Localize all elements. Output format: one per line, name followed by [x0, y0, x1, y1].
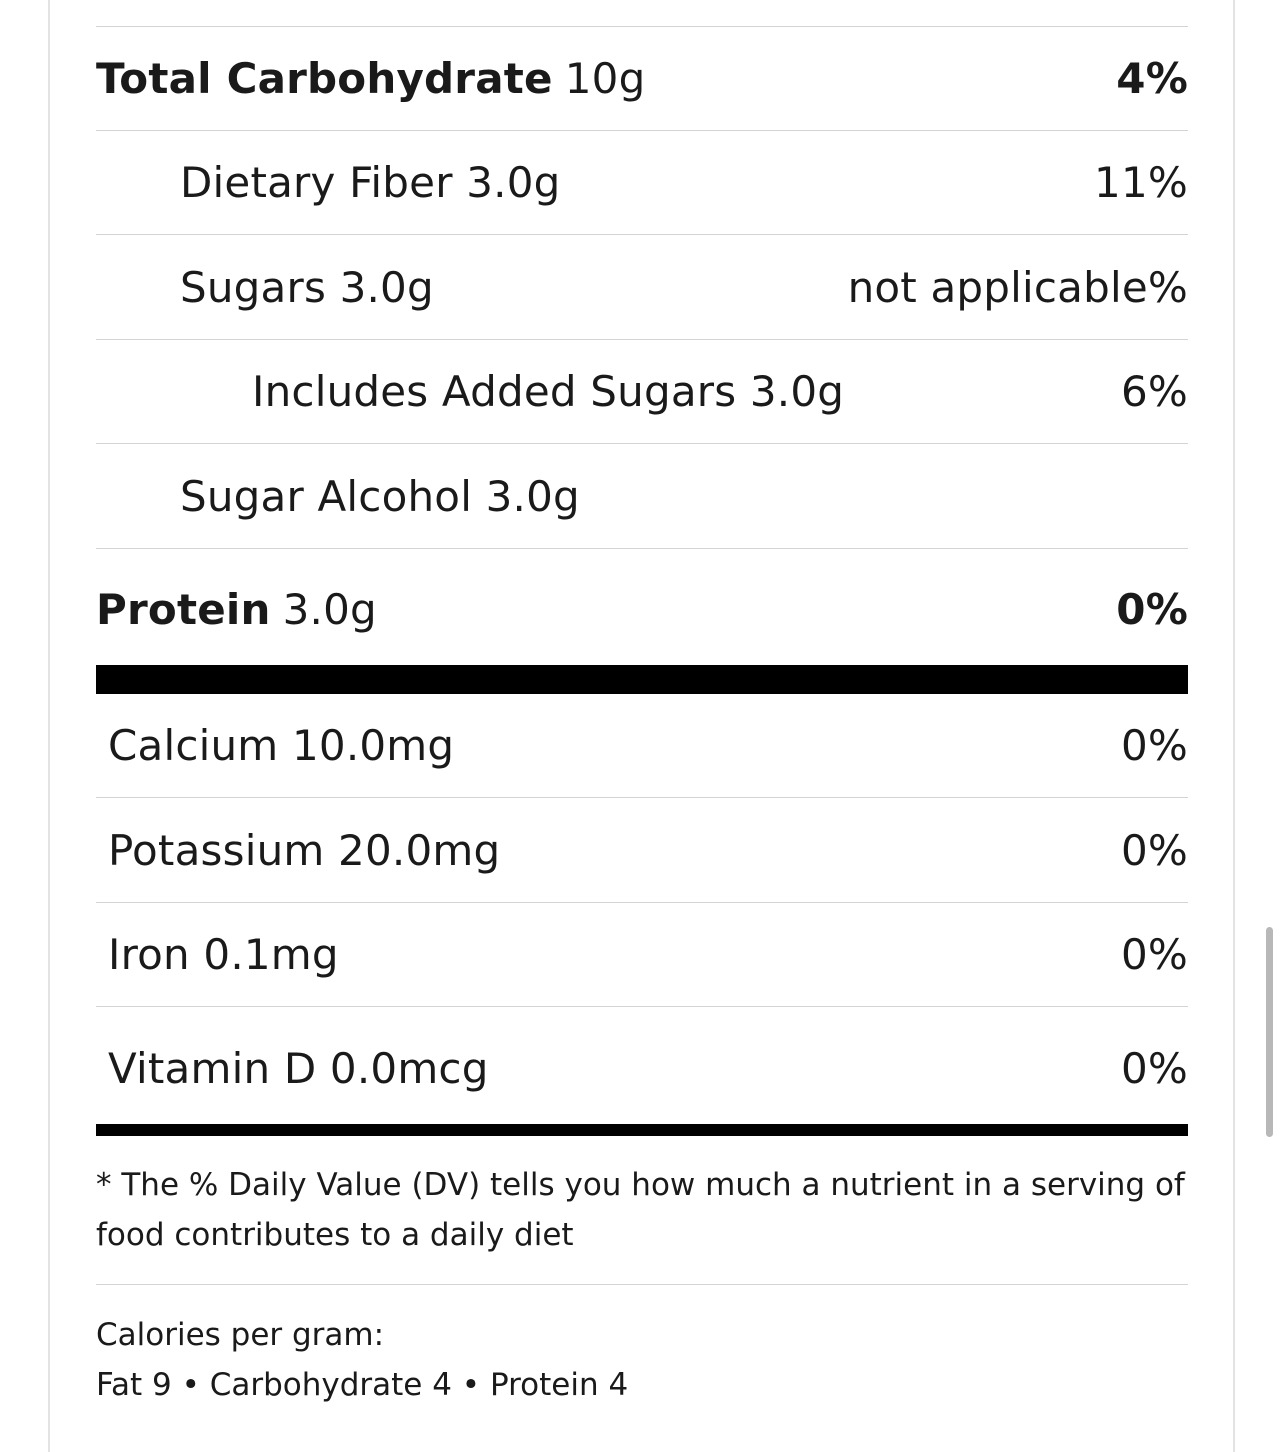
- nutrient-row-sugars: Sugars 3.0g not applicable%: [96, 236, 1188, 340]
- nutrient-name: Protein: [96, 584, 271, 634]
- thick-divider: [96, 665, 1188, 694]
- daily-value-percent: 4%: [1116, 54, 1188, 103]
- nutrient-row-dietary-fiber: Dietary Fiber 3.0g 11%: [96, 131, 1188, 235]
- daily-value-percent: 0%: [1120, 826, 1188, 875]
- scrollbar-thumb[interactable]: [1266, 927, 1273, 1137]
- nutrient-amount: 10g: [564, 54, 646, 103]
- nutrient-row-total-carbohydrate: Total Carbohydrate 10g 4%: [96, 27, 1188, 131]
- nutrient-row-protein: Protein 3.0g 0%: [96, 557, 1188, 661]
- daily-value-percent: 6%: [1120, 367, 1188, 416]
- vitamin-name: Iron 0.1mg: [108, 930, 339, 979]
- divider: [96, 26, 1188, 27]
- daily-value-footnote: * The % Daily Value (DV) tells you how m…: [96, 1167, 1185, 1253]
- panel-border-left: [48, 0, 50, 1452]
- calories-per-gram: Calories per gram: Fat 9 • Carbohydrate …: [96, 1310, 1188, 1410]
- nutrient-row-sugar-alcohol: Sugar Alcohol 3.0g: [96, 445, 1188, 549]
- daily-value-percent: 0%: [1116, 584, 1188, 634]
- divider: [96, 1284, 1188, 1285]
- nutrient-name: Includes Added Sugars 3.0g: [252, 367, 845, 416]
- medium-divider: [96, 1124, 1188, 1136]
- daily-value-percent: 0%: [1120, 721, 1188, 770]
- vitamin-name: Potassium 20.0mg: [108, 826, 501, 875]
- vitamin-row-iron: Iron 0.1mg 0%: [96, 903, 1188, 1007]
- nutrient-name: Dietary Fiber 3.0g: [180, 158, 561, 207]
- vitamin-row-calcium: Calcium 10.0mg 0%: [96, 694, 1188, 798]
- daily-value-percent: 0%: [1120, 1043, 1188, 1093]
- vitamin-name: Calcium 10.0mg: [108, 721, 455, 770]
- nutrient-row-added-sugars: Includes Added Sugars 3.0g 6%: [96, 340, 1188, 444]
- nutrient-amount: 3.0g: [282, 584, 377, 634]
- nutrient-name: Sugar Alcohol 3.0g: [180, 472, 580, 521]
- panel-border-right: [1233, 0, 1235, 1452]
- daily-value-percent: 0%: [1120, 930, 1188, 979]
- calories-per-gram-values: Fat 9 • Carbohydrate 4 • Protein 4: [96, 1367, 629, 1403]
- vitamin-row-vitamin-d: Vitamin D 0.0mcg 0%: [96, 1016, 1188, 1120]
- daily-value-percent: not applicable%: [847, 263, 1188, 312]
- nutrient-name: Sugars 3.0g: [180, 263, 434, 312]
- daily-value-percent: 11%: [1094, 158, 1188, 207]
- vitamin-name: Vitamin D 0.0mcg: [108, 1043, 489, 1093]
- calories-per-gram-heading: Calories per gram:: [96, 1317, 385, 1353]
- vitamin-row-potassium: Potassium 20.0mg 0%: [96, 799, 1188, 903]
- nutrient-name: Total Carbohydrate: [96, 54, 553, 103]
